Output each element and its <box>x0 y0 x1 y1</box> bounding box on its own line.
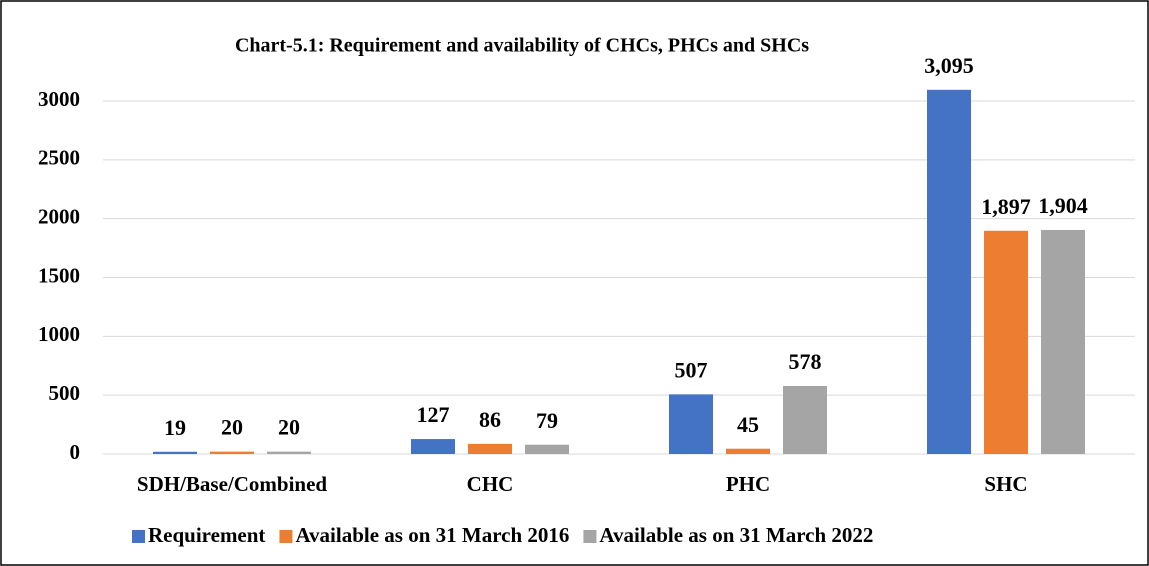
bar <box>267 451 311 454</box>
bar <box>153 451 197 454</box>
y-tick-label: 0 <box>70 440 81 464</box>
bar <box>726 448 770 454</box>
legend-swatch <box>583 530 597 543</box>
y-tick-label: 2500 <box>38 146 80 170</box>
value-label: 127 <box>417 402 450 427</box>
chart-title: Chart-5.1: Requirement and availability … <box>235 35 809 57</box>
value-label: 1,897 <box>981 194 1031 219</box>
x-tick-label: PHC <box>726 472 770 496</box>
legend-label: Requirement <box>148 523 265 547</box>
y-tick-label: 2000 <box>38 204 80 228</box>
y-tick-label: 500 <box>49 381 81 405</box>
bar <box>411 439 455 454</box>
bar <box>783 385 827 454</box>
value-label: 507 <box>675 357 708 382</box>
value-label: 1,904 <box>1038 193 1088 218</box>
value-label: 20 <box>278 415 300 440</box>
x-tick-label: SHC <box>984 472 1027 496</box>
value-label: 3,095 <box>924 53 974 78</box>
bar <box>1041 229 1085 454</box>
legend-label: Available as on 31 March 2022 <box>599 523 873 547</box>
y-tick-label: 3000 <box>38 87 80 111</box>
bar <box>525 444 569 454</box>
value-label: 20 <box>221 415 243 440</box>
bar <box>984 230 1028 454</box>
x-tick-label: CHC <box>467 472 514 496</box>
value-label: 79 <box>536 408 558 433</box>
bar <box>669 394 713 454</box>
legend-swatch <box>279 530 293 543</box>
legend-swatch <box>132 530 145 543</box>
x-tick-label: SDH/Base/Combined <box>137 472 328 496</box>
bar <box>927 89 971 455</box>
bar <box>210 451 254 454</box>
y-tick-label: 1500 <box>38 263 80 287</box>
bar <box>468 443 512 454</box>
y-tick-label: 1000 <box>38 322 80 346</box>
value-label: 45 <box>737 412 759 437</box>
value-label: 19 <box>164 415 186 440</box>
legend-label: Available as on 31 March 2016 <box>295 523 569 547</box>
value-label: 86 <box>479 407 501 432</box>
value-label: 578 <box>789 349 822 374</box>
